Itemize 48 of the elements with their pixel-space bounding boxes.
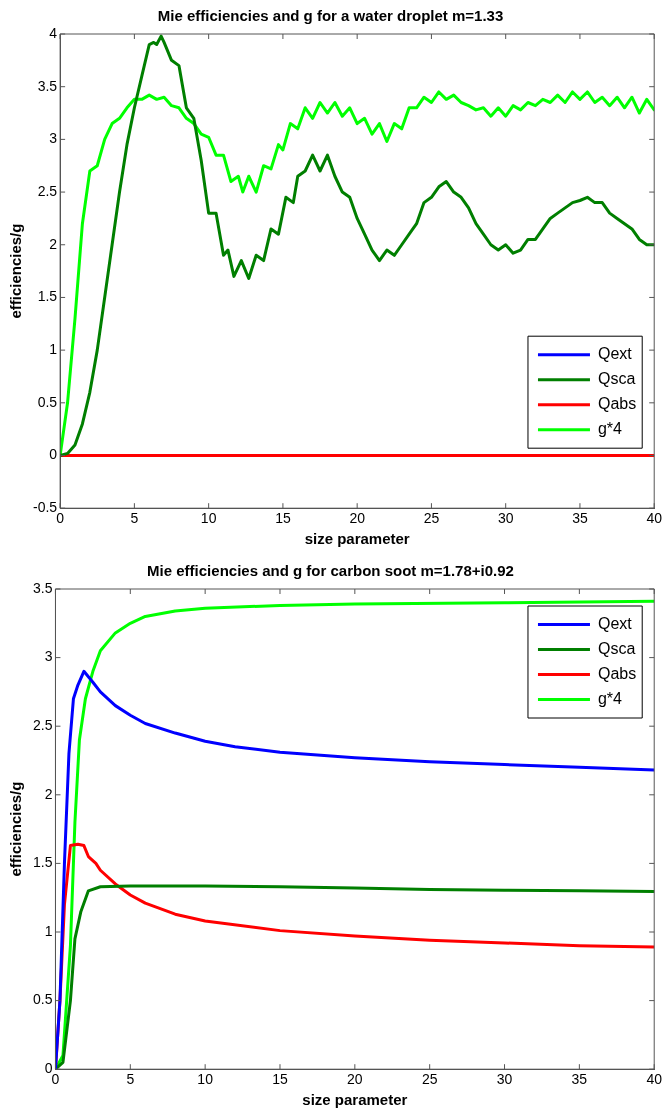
- x-tick-label: 30: [497, 510, 514, 527]
- y-tick-label: 2.5: [32, 717, 53, 734]
- y-tick-label: 2: [44, 785, 53, 802]
- x-tick-label: 5: [126, 1071, 135, 1088]
- y-tick-label: 3.5: [32, 579, 53, 596]
- x-tick-label: 20: [347, 1071, 363, 1088]
- x-tick-label: 25: [421, 1071, 438, 1088]
- x-tick-label: 5: [130, 510, 139, 527]
- y-tick-label: 4: [49, 24, 58, 41]
- y-tick-label: 0: [49, 446, 58, 463]
- chart-title: Mie efficiencies and g for a water droplet m=1.33: [157, 7, 504, 25]
- x-tick-label: 35: [571, 1071, 588, 1088]
- y-tick-label: 2.5: [37, 182, 58, 199]
- y-tick-label: 1.5: [32, 854, 53, 871]
- x-tick-label: 40: [646, 510, 663, 527]
- legend-label: Qabs: [597, 664, 637, 682]
- legend-label: g*4: [597, 689, 623, 707]
- y-tick-label: 0.5: [32, 991, 53, 1008]
- y-tick-label: 3.5: [37, 77, 58, 94]
- y-tick-label: 0.5: [37, 393, 58, 410]
- y-tick-label: 1.5: [37, 288, 58, 305]
- legend-label: Qext: [597, 614, 633, 632]
- y-tick-label: 1: [49, 340, 58, 357]
- x-tick-label: 30: [496, 1071, 513, 1088]
- legend-label: Qsca: [597, 370, 636, 388]
- y-tick-label: 0: [44, 1060, 53, 1077]
- x-tick-label: 10: [197, 1071, 214, 1088]
- x-tick-label: 15: [272, 1071, 288, 1088]
- y-axis-title: efficiencies/g: [7, 781, 25, 877]
- y-tick-label: 3: [44, 648, 53, 665]
- x-tick-label: 15: [275, 510, 291, 527]
- y-tick-label: 2: [49, 235, 58, 252]
- x-axis-title: size parameter: [302, 1091, 408, 1109]
- legend-label: Qsca: [597, 639, 636, 657]
- legend-label: Qabs: [597, 395, 637, 413]
- y-tick-label: -0.5: [33, 499, 58, 516]
- x-tick-label: 25: [423, 510, 440, 527]
- x-axis-title: size parameter: [304, 530, 410, 548]
- x-tick-label: 20: [349, 510, 366, 527]
- legend-label: g*4: [597, 420, 623, 438]
- chart-title: Mie efficiencies and g for carbon soot m=1.78+i0.92: [147, 562, 514, 580]
- x-tick-label: 40: [646, 1071, 663, 1088]
- y-tick-label: 1: [44, 922, 53, 939]
- x-tick-label: 10: [200, 510, 217, 527]
- legend-label: Qext: [597, 345, 633, 363]
- y-axis-title: efficiencies/g: [7, 223, 25, 319]
- y-tick-label: 3: [49, 130, 58, 147]
- x-tick-label: 35: [572, 510, 588, 527]
